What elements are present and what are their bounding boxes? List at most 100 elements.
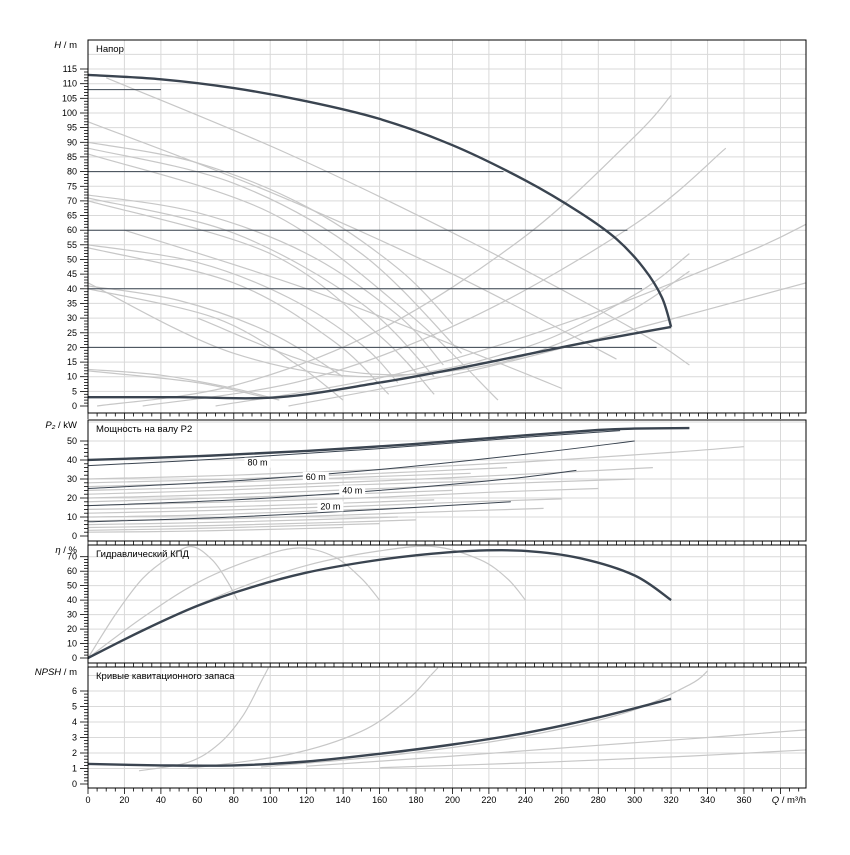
trim-diagonal bbox=[124, 229, 563, 389]
x-tick-label: 220 bbox=[481, 795, 496, 805]
npsh-curve bbox=[188, 667, 439, 770]
pump-curve bbox=[88, 288, 344, 401]
pump-curve bbox=[88, 285, 344, 378]
power-curve bbox=[88, 523, 380, 531]
system-curve bbox=[142, 147, 727, 407]
y-tick-label: 30 bbox=[67, 474, 77, 484]
sag-curve bbox=[197, 270, 690, 376]
y-tick-label: 35 bbox=[67, 298, 77, 308]
power-curve bbox=[88, 480, 489, 495]
y-tick-label: 4 bbox=[72, 717, 77, 727]
x-tick-label: 180 bbox=[408, 795, 423, 805]
y-tick-label: 25 bbox=[67, 328, 77, 338]
pump-curve bbox=[88, 197, 435, 378]
y-tick-label: 40 bbox=[67, 284, 77, 294]
x-tick-label: 120 bbox=[299, 795, 314, 805]
y-tick-label: 2 bbox=[72, 748, 77, 758]
curve-label: 40 m bbox=[342, 485, 362, 495]
panel-2: 0 10 20 30 40 50 60 70 Гидравлический КПД η / % bbox=[55, 544, 807, 669]
panel-frame bbox=[87, 419, 807, 542]
y-tick-label: 40 bbox=[67, 595, 77, 605]
y-axis-label: H / m bbox=[54, 40, 77, 51]
x-tick-label: 260 bbox=[554, 795, 569, 805]
y-tick-label: 105 bbox=[62, 93, 77, 103]
y-tick-label: 80 bbox=[67, 167, 77, 177]
pump-curve bbox=[88, 147, 463, 354]
envelope-bottom-min bbox=[88, 325, 672, 400]
sag-curve bbox=[88, 253, 690, 378]
y-tick-label: 30 bbox=[67, 313, 77, 323]
power-curve bbox=[88, 478, 635, 499]
npsh-max bbox=[88, 697, 672, 767]
trim-diagonal bbox=[105, 77, 690, 366]
panel-3: 0 1 2 3 4 5 6 Кривые кавитационного запаса NPSH … bbox=[35, 666, 807, 794]
y-tick-label: 40 bbox=[67, 455, 77, 465]
y-tick-label: 100 bbox=[62, 108, 77, 118]
y-tick-label: 20 bbox=[67, 493, 77, 503]
y-tick-label: 15 bbox=[67, 357, 77, 367]
power-curve bbox=[88, 516, 398, 526]
pump-curve bbox=[88, 194, 444, 366]
power-curve bbox=[88, 446, 745, 480]
x-tick-label: 300 bbox=[627, 795, 642, 805]
y-tick-label: 10 bbox=[67, 512, 77, 522]
y-tick-label: 70 bbox=[67, 196, 77, 206]
curve-label: 20 m bbox=[320, 501, 340, 511]
npsh-curve bbox=[261, 670, 708, 768]
panel-1: 0 10 20 30 40 50 Мощность на валу P2 P₂ / kW 80 … bbox=[45, 419, 807, 547]
panel-frame bbox=[87, 544, 807, 664]
efficiency-curve bbox=[88, 545, 238, 659]
efficiency-max bbox=[88, 548, 672, 660]
pump-curve bbox=[88, 153, 499, 401]
y-tick-label: 0 bbox=[72, 401, 77, 411]
x-tick-label: 0 bbox=[85, 795, 90, 805]
pump-curve bbox=[88, 368, 280, 401]
pump-curve bbox=[88, 141, 453, 325]
pump-curve bbox=[88, 200, 435, 395]
pump-curve bbox=[88, 244, 399, 384]
panel-title: Напор bbox=[96, 44, 124, 55]
y-tick-label: 50 bbox=[67, 436, 77, 446]
x-tick-label: 200 bbox=[445, 795, 460, 805]
x-tick-label: 80 bbox=[229, 795, 239, 805]
system-curve bbox=[215, 223, 806, 407]
y-tick-label: 95 bbox=[67, 123, 77, 133]
y-tick-label: 0 bbox=[72, 779, 77, 789]
power-60m bbox=[88, 440, 635, 489]
panel-frame bbox=[87, 666, 807, 789]
y-tick-label: 10 bbox=[67, 639, 77, 649]
y-tick-label: 50 bbox=[67, 581, 77, 591]
pump-curve bbox=[88, 247, 390, 395]
panel-title: Кривые кавитационного запаса bbox=[96, 671, 235, 682]
power-curve bbox=[88, 472, 471, 488]
x-tick-label: 20 bbox=[119, 795, 129, 805]
x-tick-label: 40 bbox=[156, 795, 166, 805]
power-curve bbox=[88, 487, 599, 507]
y-tick-label: 75 bbox=[67, 181, 77, 191]
y-axis-label: P₂ / kW bbox=[45, 420, 77, 431]
system-curve bbox=[97, 94, 672, 407]
y-tick-label: 55 bbox=[67, 240, 77, 250]
y-tick-label: 20 bbox=[67, 342, 77, 352]
x-tick-label: 320 bbox=[664, 795, 679, 805]
trim-diagonal bbox=[88, 121, 617, 360]
shaft-power-max bbox=[88, 426, 690, 462]
power-80m bbox=[88, 430, 621, 467]
panel-title: Гидравлический КПД bbox=[96, 549, 189, 560]
y-tick-label: 110 bbox=[63, 79, 77, 89]
efficiency-curve bbox=[88, 547, 381, 659]
y-tick-label: 70 bbox=[67, 552, 77, 562]
power-curve bbox=[88, 499, 435, 510]
x-axis-label: Q / m³/h bbox=[772, 795, 806, 806]
power-curve bbox=[88, 489, 453, 503]
y-tick-label: 115 bbox=[63, 64, 77, 74]
y-tick-label: 90 bbox=[67, 137, 77, 147]
x-tick-label: 60 bbox=[192, 795, 202, 805]
panel-frame bbox=[87, 39, 807, 414]
power-20m bbox=[88, 501, 511, 523]
power-curve bbox=[88, 519, 417, 529]
y-tick-label: 50 bbox=[67, 255, 77, 265]
npsh-curve bbox=[379, 749, 806, 769]
y-tick-label: 85 bbox=[67, 152, 77, 162]
